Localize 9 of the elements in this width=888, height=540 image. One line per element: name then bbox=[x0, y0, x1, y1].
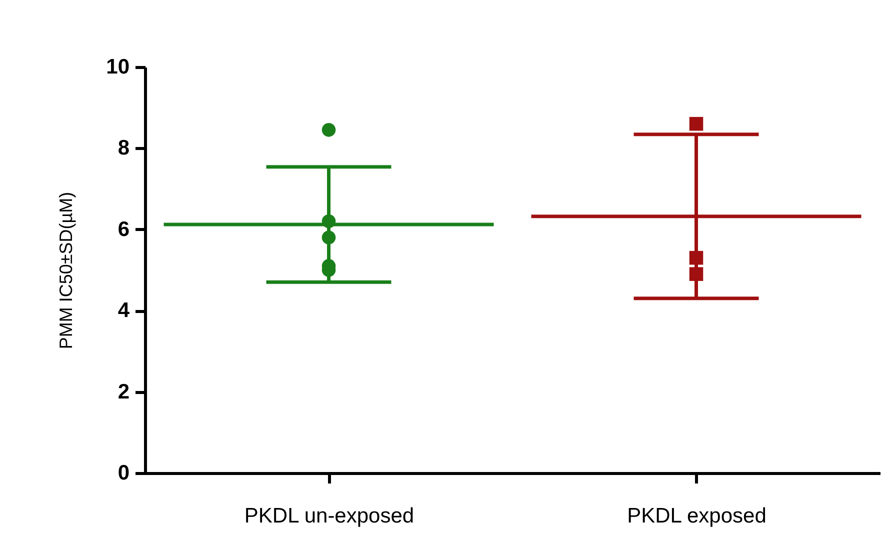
y-tick-label: 2 bbox=[118, 380, 130, 404]
x-tick-label: PKDL exposed bbox=[627, 504, 766, 528]
x-tick-label: PKDL un-exposed bbox=[244, 504, 414, 528]
y-tick-label: 4 bbox=[118, 299, 130, 322]
y-tick-label: 10 bbox=[106, 56, 130, 78]
y-tick-label: 6 bbox=[118, 218, 130, 241]
y-axis-title: PMM IC50±SD(µM) bbox=[56, 192, 76, 350]
y-tick-label: 8 bbox=[118, 136, 130, 160]
y-tick-label: 0 bbox=[118, 462, 130, 484]
